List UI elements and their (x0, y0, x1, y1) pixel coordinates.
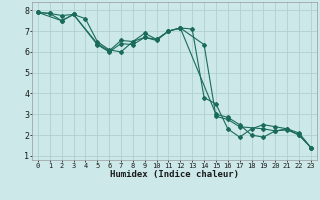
X-axis label: Humidex (Indice chaleur): Humidex (Indice chaleur) (110, 170, 239, 179)
